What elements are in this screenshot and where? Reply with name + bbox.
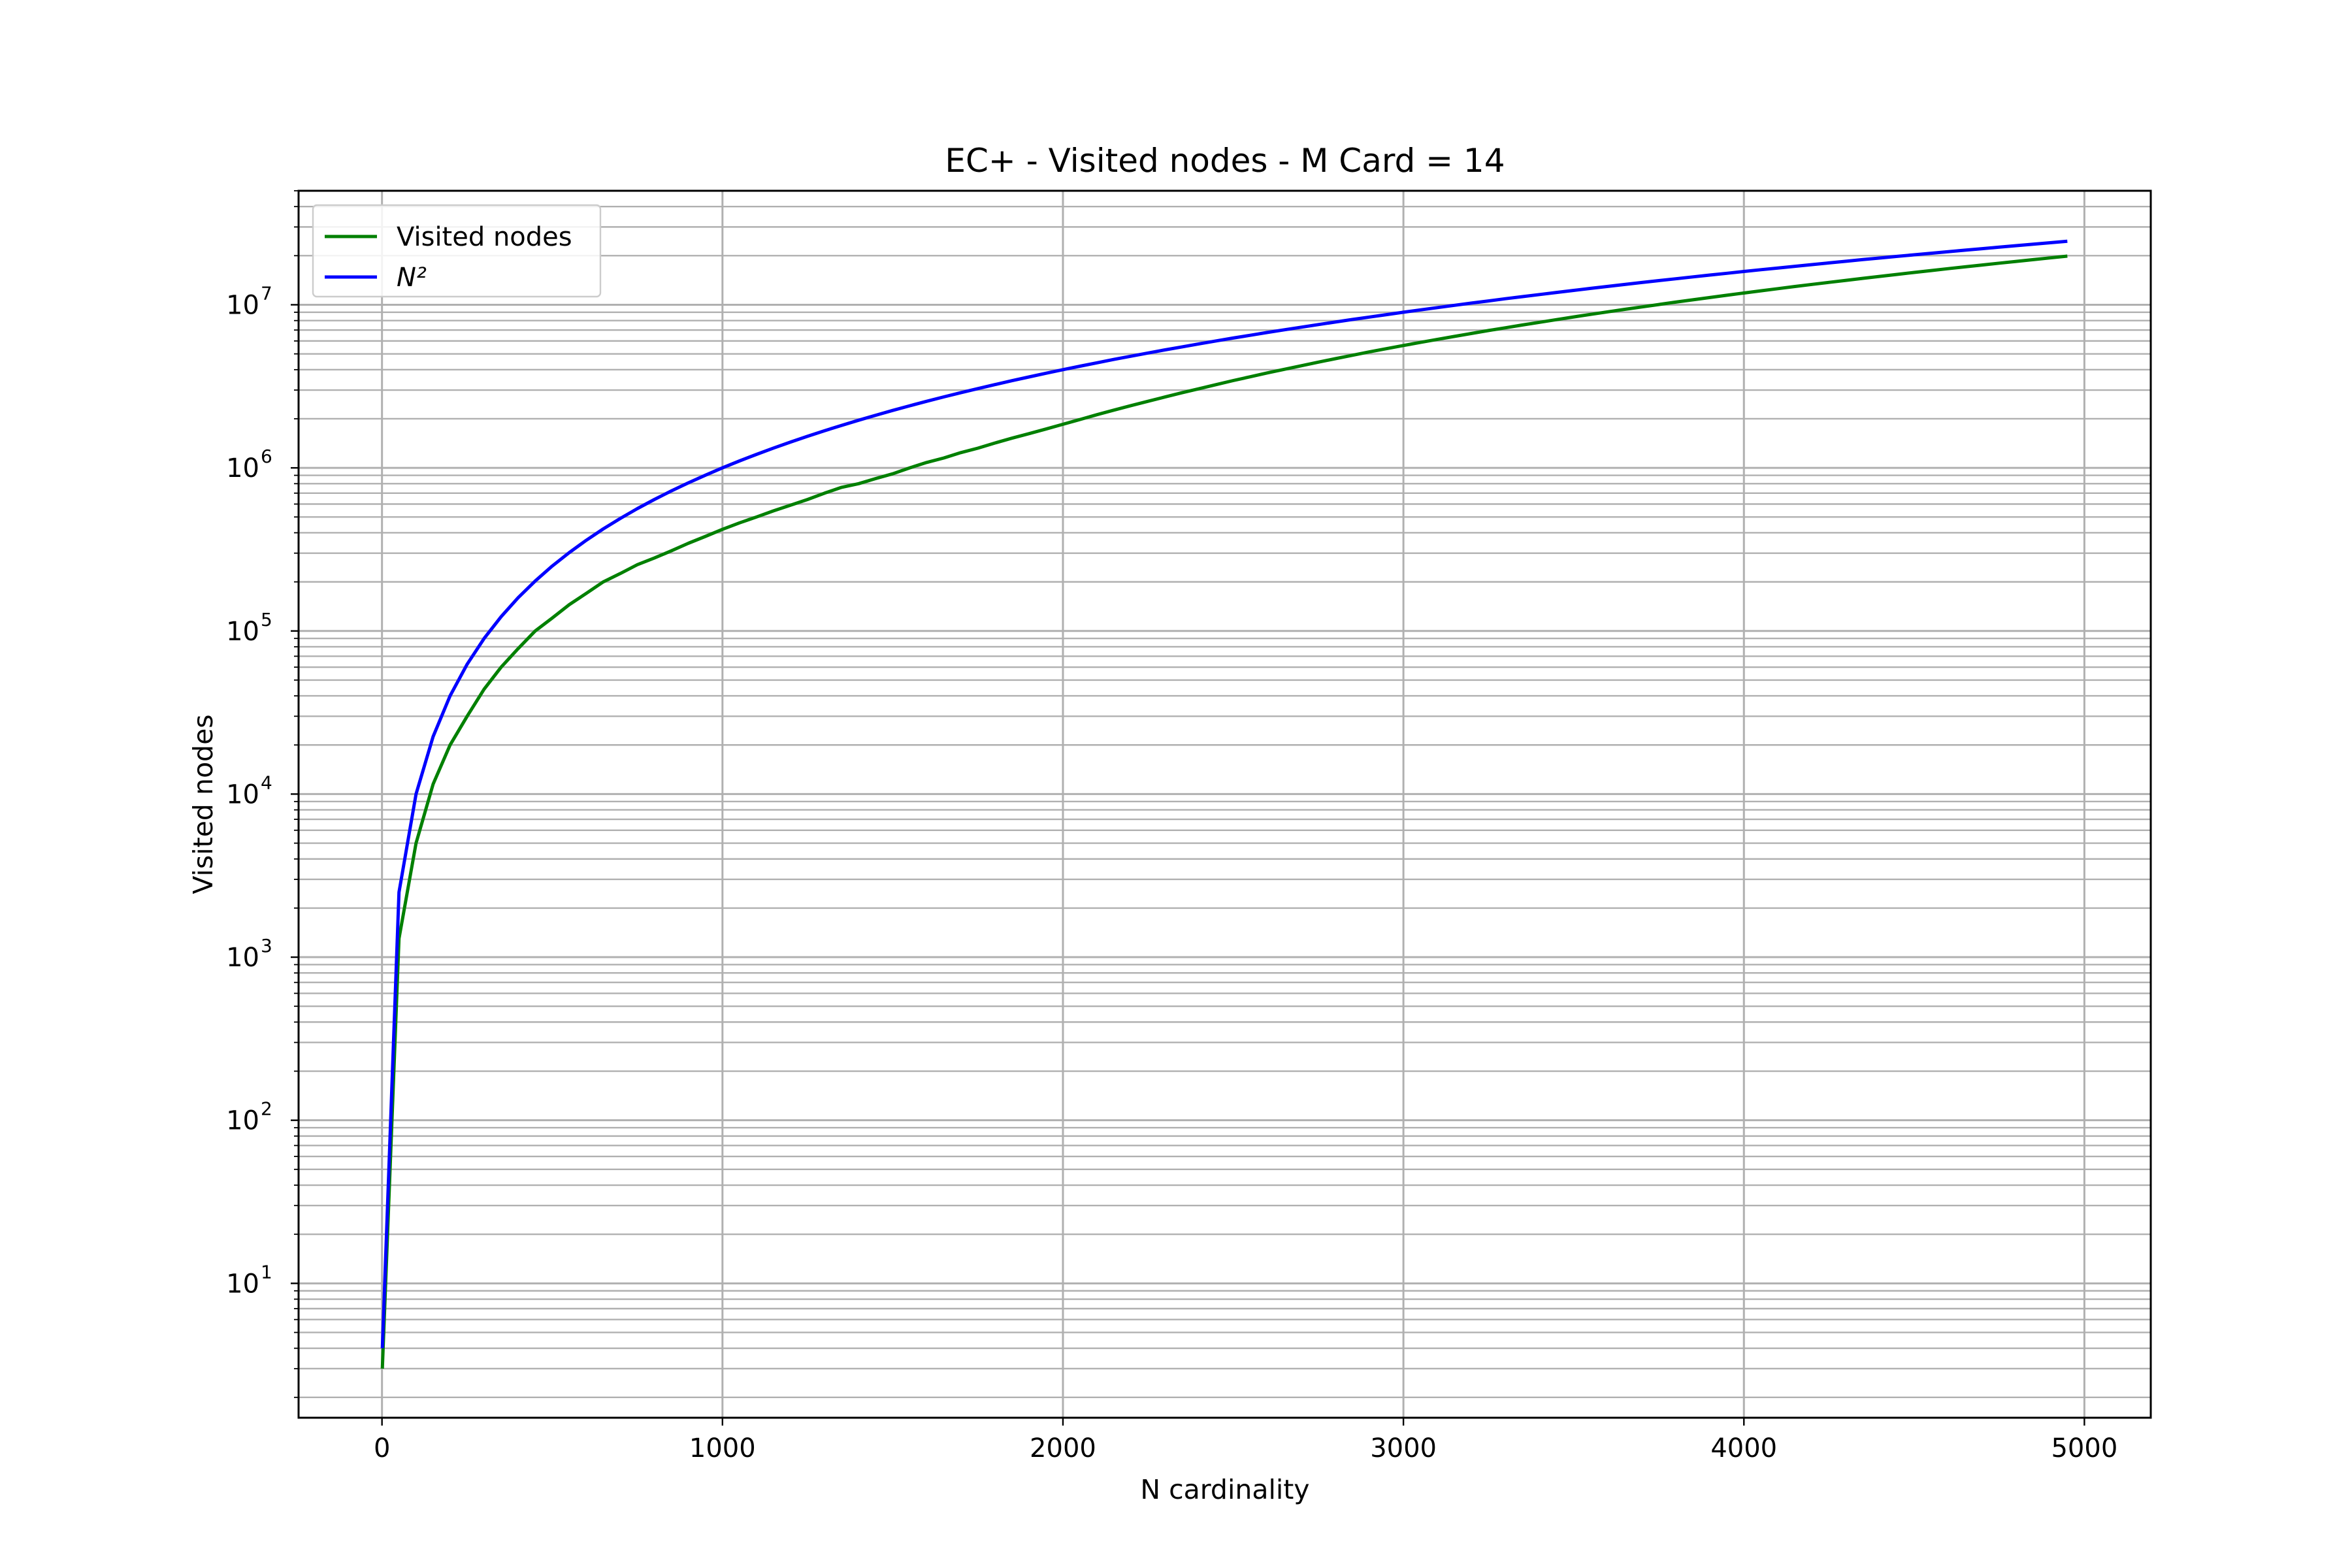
legend: Visited nodes N² bbox=[312, 204, 602, 298]
x-tick-label: 0 bbox=[374, 1433, 390, 1463]
x-axis-label: N cardinality bbox=[1140, 1474, 1309, 1505]
y-tick-label: 10 bbox=[226, 1106, 259, 1136]
y-tick-exponent: 3 bbox=[261, 935, 272, 956]
x-tick-label: 5000 bbox=[2051, 1433, 2117, 1463]
axes-frame bbox=[297, 189, 2152, 1419]
y-tick-exponent: 7 bbox=[261, 282, 272, 304]
y-tick-exponent: 4 bbox=[261, 772, 272, 793]
y-tick-label: 10 bbox=[226, 779, 259, 809]
series-layer bbox=[380, 239, 2068, 1369]
legend-label: N² bbox=[397, 263, 427, 293]
legend-frame bbox=[312, 204, 602, 298]
chart-title: EC+ - Visited nodes - M Card = 14 bbox=[945, 142, 1505, 180]
y-tick-label: 10 bbox=[226, 290, 259, 320]
y-axis-label: Visited nodes bbox=[188, 714, 219, 894]
y-tick-exponent: 5 bbox=[261, 609, 272, 630]
y-tick-exponent: 2 bbox=[261, 1098, 272, 1120]
y-tick-exponent: 1 bbox=[261, 1261, 272, 1282]
x-tick-label: 2000 bbox=[1030, 1433, 1096, 1463]
y-tick-exponent: 6 bbox=[261, 446, 272, 467]
series-line-1 bbox=[380, 239, 2068, 1348]
x-tick-label: 3000 bbox=[1370, 1433, 1437, 1463]
x-tick-label: 4000 bbox=[1710, 1433, 1777, 1463]
y-tick-label: 10 bbox=[226, 1269, 259, 1299]
x-tick-label: 1000 bbox=[689, 1433, 756, 1463]
grid bbox=[299, 189, 2151, 1418]
y-tick-label: 10 bbox=[226, 943, 259, 973]
y-tick-label: 10 bbox=[226, 617, 259, 647]
legend-label: Visited nodes bbox=[397, 222, 572, 252]
y-tick-label: 10 bbox=[226, 453, 259, 483]
series-line-0 bbox=[380, 254, 2068, 1369]
